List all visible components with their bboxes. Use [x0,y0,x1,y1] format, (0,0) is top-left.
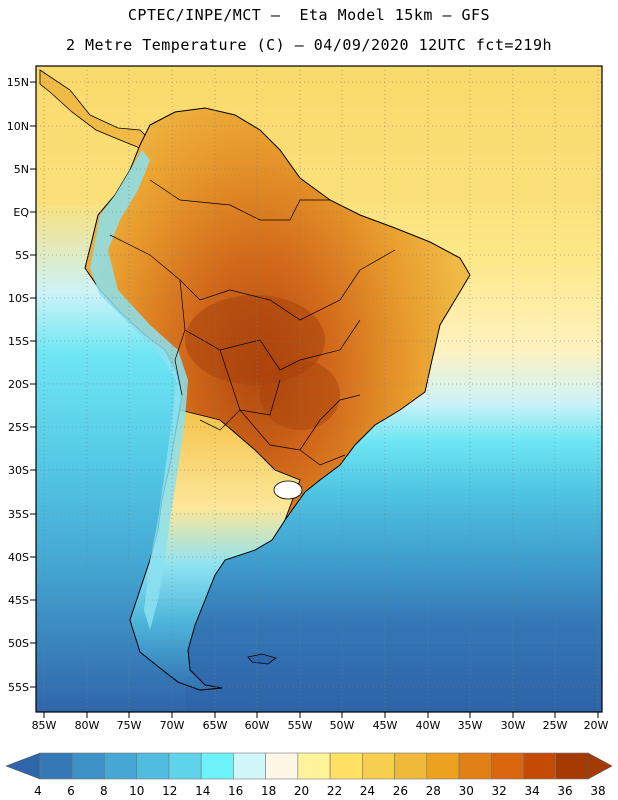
lon-label: 80W [75,719,100,732]
lat-label: 20S [8,378,29,391]
colorbar-label: 24 [360,784,375,798]
colorbar-label: 38 [590,784,605,798]
lat-label: 55S [8,681,29,694]
colorbar-swatch [104,752,138,780]
lat-label: 15S [8,335,29,348]
lat-label: 40S [8,551,29,564]
colorbar-swatch [297,752,331,780]
lat-label: 10S [8,292,29,305]
colorbar-low-arrow [5,752,41,780]
falkland-islands [247,653,277,665]
title-line-2: 2 Metre Temperature (C) – 04/09/2020 12U… [65,36,553,54]
title-line-1: CPTEC/INPE/MCT – Eta Model 15km – GFS [127,6,491,24]
axis-ticks [30,81,599,718]
longitude-labels: 85W 80W 75W 70W 65W 60W 55W 50W 45W 40W … [32,719,609,732]
colorbar-swatch [458,752,492,780]
colorbar-label: 12 [162,784,177,798]
colorbar-swatch [200,752,234,780]
colorbar-label: 32 [492,784,507,798]
lat-label: 30S [8,464,29,477]
colorbar-label: 6 [67,784,75,798]
latitude-labels: 15N 10N 5N EQ 5S 10S 15S 20S 25S 30S 35S… [7,76,30,694]
country-borders [109,179,396,466]
colorbar-swatch [168,752,202,780]
lon-label: 75W [117,719,142,732]
colorbar-label: 18 [261,784,276,798]
lon-label: 45W [373,719,398,732]
colorbar-label: 8 [100,784,108,798]
lon-label: 70W [160,719,185,732]
lon-label: 30W [501,719,526,732]
lat-label: 45S [8,594,29,607]
lat-label: 15N [7,76,29,89]
colorbar-swatch [362,752,395,780]
map-plot-area [36,66,602,712]
colorbar-labels: 4 6 8 10 12 14 16 18 20 22 24 26 28 30 32 34 36 38 [34,784,605,798]
colorbar-label: 10 [129,784,144,798]
lon-label: 35W [458,719,483,732]
colorbar-label: 14 [195,784,210,798]
lon-label: 20W [584,719,609,732]
colorbar-label: 16 [228,784,243,798]
lat-label: 35S [8,508,29,521]
colorbar-label: 34 [524,784,539,798]
colorbar-swatch [265,752,299,780]
colorbar-swatch [329,752,363,780]
colorbar-label: 36 [557,784,572,798]
colorbar-swatch [555,752,589,780]
colorbar-swatch [523,752,557,780]
colorbar: 4 6 8 10 12 14 16 18 20 22 24 26 28 30 32 34 36 38 [5,752,613,798]
lon-label: 85W [32,719,57,732]
lon-label: 25W [543,719,568,732]
lat-label: EQ [13,206,29,219]
lat-label: 50S [8,637,29,650]
colorbar-swatches [39,752,589,780]
colorbar-label: 4 [34,784,42,798]
lon-label: 55W [288,719,313,732]
colorbar-swatch [426,752,460,780]
lon-label: 40W [416,719,441,732]
colorbar-swatch [136,752,170,780]
lon-label: 60W [245,719,270,732]
river-plate-estuary [273,480,303,500]
colorbar-swatch [490,752,524,780]
lon-label: 65W [203,719,228,732]
lon-label: 50W [330,719,355,732]
colorbar-high-arrow [587,752,613,780]
map-frame [35,65,603,713]
colorbar-swatch [394,752,428,780]
colorbar-label: 26 [393,784,408,798]
colorbar-label: 22 [327,784,342,798]
lat-label: 5N [14,163,29,176]
lat-label: 5S [15,249,29,262]
colorbar-label: 30 [459,784,474,798]
lat-label: 10N [7,120,29,133]
colorbar-swatch [233,752,266,780]
andes-strip [90,150,188,630]
colorbar-label: 20 [294,784,309,798]
colorbar-swatch [39,752,73,780]
colorbar-label: 28 [426,784,441,798]
colorbar-swatch [71,752,105,780]
lat-label: 25S [8,421,29,434]
